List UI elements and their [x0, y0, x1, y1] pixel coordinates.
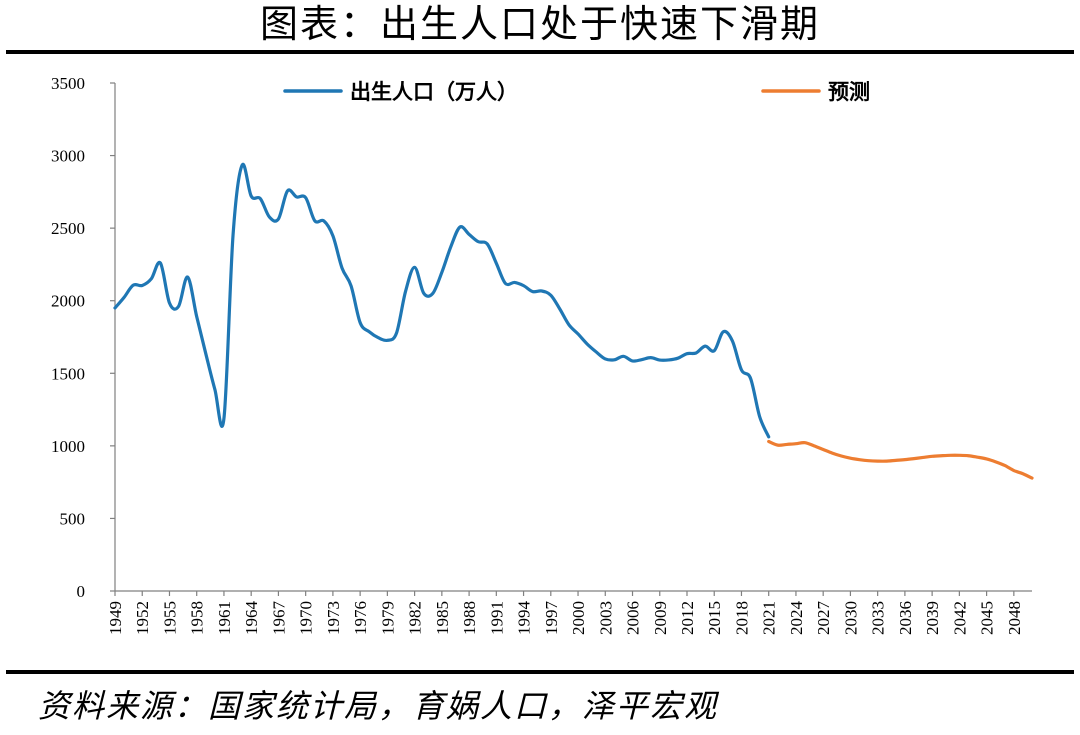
x-tick-label: 2009	[651, 601, 670, 635]
y-tick-label: 3000	[51, 147, 85, 166]
x-tick-label: 2018	[732, 601, 751, 635]
x-tick-label: 1982	[406, 601, 425, 635]
x-tick-label: 2012	[678, 601, 697, 635]
x-tick-label: 2027	[814, 601, 833, 636]
y-tick-label: 3500	[51, 74, 85, 93]
x-tick-label: 2003	[596, 601, 615, 635]
y-tick-label: 2500	[51, 219, 85, 238]
x-tick-label: 2015	[705, 601, 724, 635]
x-tick-label: 2045	[978, 601, 997, 635]
x-tick-label: 1976	[351, 601, 370, 635]
y-axis: 0 500 1000 1500 2000 2500 3000 3500	[51, 74, 116, 601]
x-tick-label: 2030	[841, 601, 860, 635]
x-axis: 1949 1952 1955 1958 1961 1964 1967 1970 1973 1976…	[106, 590, 1032, 636]
title-divider	[6, 50, 1074, 54]
x-tick-label: 1955	[160, 601, 179, 635]
series-line-births	[113, 162, 771, 439]
x-tick-label: 2033	[869, 601, 888, 635]
x-tick-label: 2024	[787, 601, 806, 636]
x-tick-label: 2006	[624, 601, 643, 635]
x-tick-label: 1949	[106, 601, 125, 635]
legend-label-forecast: 预测	[828, 80, 870, 104]
x-tick-label: 2039	[923, 601, 942, 635]
legend-label-births: 出生人口（万人）	[350, 80, 518, 104]
x-tick-label: 2036	[896, 601, 915, 635]
series-line-forecast	[767, 439, 1034, 480]
series-layer	[113, 162, 1034, 480]
page-title: 图表：出生人口处于快速下滑期	[259, 2, 820, 46]
x-tick-label: 1970	[297, 601, 316, 635]
x-tick-label: 2042	[950, 601, 969, 635]
x-tick-label: 2021	[760, 601, 779, 635]
y-tick-label: 1000	[51, 437, 85, 456]
source-note: 资料来源：国家统计局，育娲人口，泽平宏观	[38, 687, 719, 725]
x-tick-label: 2048	[1005, 601, 1024, 635]
x-tick-label: 1979	[378, 601, 397, 635]
y-tick-label: 1500	[51, 364, 85, 383]
x-tick-label: 1988	[460, 601, 479, 635]
x-tick-label: 1961	[215, 601, 234, 635]
x-tick-label: 1958	[188, 601, 207, 635]
x-tick-label: 1973	[324, 601, 343, 635]
x-tick-label: 1967	[269, 601, 288, 636]
birth-chart: 0 500 1000 1500 2000 2500 3000 3500 1949 1952 195…	[51, 74, 1034, 636]
y-tick-label: 500	[60, 509, 86, 528]
x-tick-label: 1997	[542, 601, 561, 636]
y-tick-label: 0	[77, 582, 86, 601]
footer-divider	[6, 670, 1074, 674]
x-tick-label: 1964	[242, 601, 261, 636]
x-tick-label: 1952	[133, 601, 152, 635]
x-tick-label: 1994	[515, 601, 534, 636]
x-tick-label: 1991	[487, 601, 506, 635]
x-tick-label: 1985	[433, 601, 452, 635]
legend: 出生人口（万人） 预测	[283, 80, 870, 104]
y-tick-label: 2000	[51, 292, 85, 311]
x-tick-label: 2000	[569, 601, 588, 635]
